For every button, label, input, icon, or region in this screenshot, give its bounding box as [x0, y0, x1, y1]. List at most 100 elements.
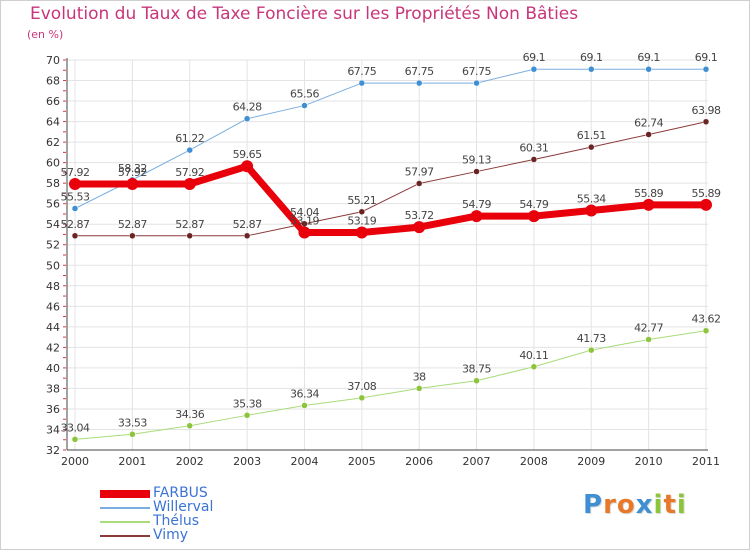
data-point — [585, 204, 598, 217]
data-label: 43.62 — [692, 313, 721, 326]
data-point — [186, 422, 193, 430]
data-label: 54.04 — [290, 206, 319, 219]
data-label: 42.77 — [634, 321, 663, 334]
y-tick-label: 54 — [46, 218, 60, 231]
data-point — [645, 336, 652, 343]
data-label: 53.72 — [405, 209, 434, 222]
data-label: 37.08 — [347, 380, 376, 393]
y-unit-label: (en %) — [27, 28, 64, 41]
data-label: 41.73 — [577, 332, 606, 345]
data-point — [355, 226, 368, 239]
legend-label: Thélus — [153, 513, 200, 529]
y-tick-label: 52 — [46, 239, 60, 252]
logo-letter: r — [603, 490, 617, 520]
y-tick-label: 56 — [46, 198, 60, 211]
data-point — [69, 177, 81, 190]
data-label: 54.79 — [462, 198, 491, 211]
logo-letter: P — [583, 490, 604, 520]
data-label: 57.97 — [405, 165, 434, 178]
data-label: 55.89 — [634, 187, 663, 200]
x-tick-label: 2006 — [405, 455, 433, 468]
logo-letter: t — [663, 490, 677, 520]
data-point — [588, 143, 595, 151]
data-label: 52.87 — [233, 218, 262, 231]
x-tick-label: 2003 — [233, 455, 261, 468]
data-label: 57.92 — [175, 166, 204, 179]
legend-item-thélus: Thélus — [100, 513, 300, 529]
y-tick-label: 46 — [46, 300, 60, 313]
data-point — [700, 198, 712, 211]
y-tick-label: 40 — [46, 362, 60, 375]
data-label: 64.28 — [233, 101, 262, 114]
data-label: 57.92 — [118, 166, 147, 179]
data-label: 61.51 — [577, 129, 606, 142]
legend-label: Willerval — [153, 499, 214, 515]
data-point — [186, 146, 193, 154]
logo-letter: x — [635, 490, 654, 520]
data-point — [358, 394, 366, 402]
data-label: 38 — [413, 370, 426, 383]
data-point — [645, 131, 652, 138]
data-point — [358, 208, 366, 216]
y-tick-label: 36 — [46, 403, 60, 416]
chart-title: Evolution du Taux de Taxe Foncière sur l… — [30, 4, 579, 24]
data-point — [473, 377, 480, 384]
data-point — [301, 402, 308, 409]
series-line-farbus — [71, 162, 710, 237]
data-point — [241, 160, 254, 173]
data-point — [129, 431, 136, 438]
data-point — [588, 346, 595, 354]
data-label: 34.36 — [175, 408, 204, 421]
legend-item-willerval: Willerval — [100, 499, 300, 515]
y-tick-label: 70 — [46, 54, 60, 67]
data-label: 67.75 — [347, 65, 376, 78]
data-label: 57.92 — [61, 166, 90, 179]
data-label: 38.75 — [462, 363, 491, 376]
data-label: 60.31 — [519, 141, 548, 154]
series-line-thélus — [74, 330, 707, 440]
x-tick-label: 2011 — [692, 455, 720, 468]
y-tick-label: 34 — [46, 423, 60, 436]
data-point — [645, 65, 652, 73]
data-label: 59.13 — [462, 154, 491, 167]
data-label: 55.89 — [692, 187, 721, 200]
data-label: 69.1 — [523, 51, 546, 64]
data-label: 52.87 — [118, 218, 147, 231]
x-tick-label: 2007 — [463, 455, 491, 468]
y-tick-label: 62 — [46, 136, 60, 149]
x-tick-label: 2004 — [290, 455, 318, 468]
data-label: 54.79 — [519, 198, 548, 211]
logo-letter: i — [676, 490, 687, 520]
legend-item-farbus: FARBUS — [100, 485, 300, 501]
y-tick-label: 66 — [46, 95, 60, 108]
data-point — [702, 327, 710, 334]
y-tick-label: 48 — [46, 280, 60, 293]
data-point — [470, 210, 483, 223]
y-tick-label: 58 — [46, 177, 60, 190]
data-label: 58.32 — [118, 162, 147, 175]
data-point — [530, 156, 538, 163]
data-point — [530, 363, 538, 371]
data-label: 55.21 — [347, 194, 376, 207]
x-tick-label: 2010 — [635, 455, 663, 468]
data-point — [702, 65, 710, 73]
data-point — [358, 79, 366, 87]
data-point — [702, 118, 710, 126]
data-point — [413, 221, 426, 234]
data-label: 55.34 — [577, 192, 606, 205]
data-label: 33.04 — [61, 421, 90, 434]
y-tick-label: 64 — [46, 116, 60, 129]
y-tick-label: 68 — [46, 75, 60, 88]
series-line-willerval — [74, 68, 707, 210]
legend-swatch — [100, 507, 150, 509]
data-label: 65.56 — [290, 88, 319, 101]
data-label: 52.87 — [175, 218, 204, 231]
data-point — [243, 412, 251, 419]
x-tick-label: 2008 — [520, 455, 548, 468]
data-label: 35.38 — [233, 397, 262, 410]
data-label: 69.1 — [695, 51, 718, 64]
data-label: 61.22 — [175, 132, 204, 145]
x-tick-label: 2000 — [61, 455, 89, 468]
